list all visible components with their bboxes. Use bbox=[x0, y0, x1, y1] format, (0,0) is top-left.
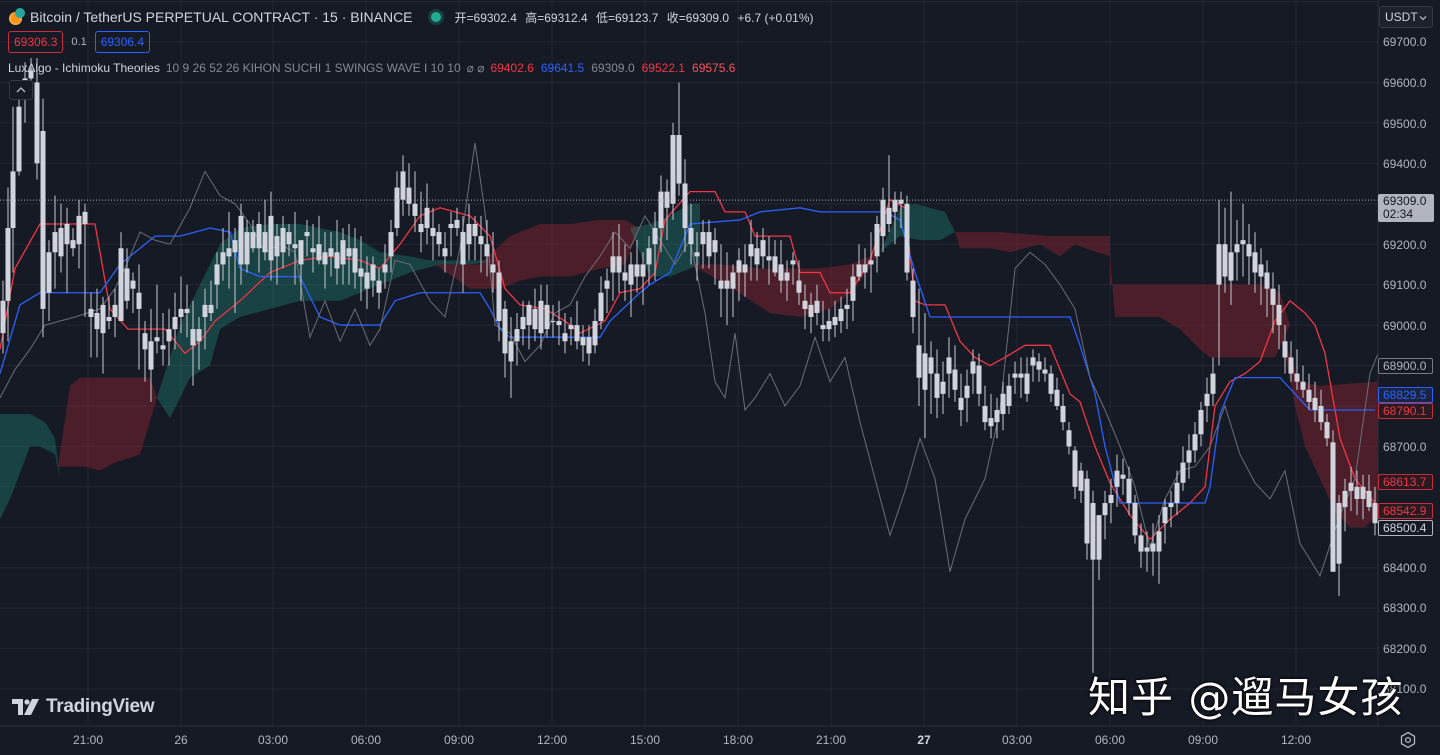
time-axis-label: 09:00 bbox=[1187, 733, 1219, 747]
kumo-cloud bbox=[157, 223, 500, 419]
price-axis-tag: 68542.9 bbox=[1378, 503, 1433, 519]
grid-lines bbox=[0, 0, 1378, 726]
high-value: 高=69312.4 bbox=[525, 10, 588, 25]
currency-selector[interactable]: USDT bbox=[1379, 6, 1433, 28]
symbol-legend: Bitcoin / TetherUS PERPETUAL CONTRACT · … bbox=[8, 6, 819, 28]
sell-bid-button[interactable]: 69306.3 bbox=[8, 31, 64, 53]
tradingview-logo-text: TradingView bbox=[46, 696, 155, 717]
time-axis-label: 21:00 bbox=[72, 733, 104, 747]
buy-ask-button[interactable]: 69306.4 bbox=[94, 31, 151, 53]
kumo-cloud bbox=[955, 232, 1290, 358]
time-axis-label: 03:00 bbox=[1001, 733, 1033, 747]
chart-settings-button[interactable] bbox=[1398, 730, 1418, 750]
price-axis-label: 69600.0 bbox=[1383, 76, 1427, 90]
time-axis-label: 03:00 bbox=[257, 733, 289, 747]
kumo-cloud bbox=[435, 219, 640, 289]
last-price-value: 69309.0 bbox=[1383, 194, 1427, 208]
indicator-params: 10 9 26 52 26 KIHON SUCHI 1 SWINGS WAVE … bbox=[165, 61, 461, 75]
symbol-title[interactable]: Bitcoin / TetherUS PERPETUAL CONTRACT · … bbox=[30, 9, 413, 25]
indicator-value-tenkan: 69402.6 bbox=[490, 61, 534, 75]
time-axis-label: 21:00 bbox=[815, 733, 847, 747]
indicator-na-values: ⌀ ⌀ bbox=[466, 61, 485, 75]
price-axis-label: 68300.0 bbox=[1383, 601, 1427, 615]
price-axis-label: 69100.0 bbox=[1383, 278, 1427, 292]
chevron-up-icon bbox=[16, 84, 26, 96]
time-axis-label: 15:00 bbox=[629, 733, 661, 747]
time-axis-label: 06:00 bbox=[350, 733, 382, 747]
time-axis-label: 06:00 bbox=[1094, 733, 1126, 747]
collapse-legend-button[interactable] bbox=[9, 80, 33, 100]
bid-ask-buttons: 69306.3 0.1 69306.4 bbox=[8, 31, 151, 53]
price-axis-tag: 68900.0 bbox=[1378, 358, 1433, 374]
price-axis-tag: 68613.7 bbox=[1378, 474, 1433, 490]
time-axis-label: 12:00 bbox=[1280, 733, 1312, 747]
btc-usdt-coin-icon bbox=[8, 8, 26, 26]
market-open-status-icon bbox=[430, 12, 441, 22]
tradingview-logo[interactable]: TradingView bbox=[12, 696, 155, 718]
price-axis-tag: 68829.5 bbox=[1378, 387, 1433, 403]
watermark-text: 知乎 @遛马女孩 bbox=[1088, 673, 1404, 722]
close-value: 收=69309.0 bbox=[666, 10, 730, 25]
ichimoku-clouds bbox=[0, 203, 1378, 528]
time-axis-label: 09:00 bbox=[443, 733, 475, 747]
price-axis-label: 69200.0 bbox=[1383, 238, 1427, 252]
price-axis-label: 68200.0 bbox=[1383, 642, 1427, 656]
time-axis[interactable]: 21:00 26 03:00 06:00 09:00 12:00 15:00 18:00 21:… bbox=[0, 726, 1378, 753]
price-axis-label: 68700.0 bbox=[1383, 440, 1427, 454]
change-value: +6.7 (+0.01%) bbox=[737, 10, 814, 25]
spread-value: 0.1 bbox=[71, 36, 87, 48]
price-axis-label: 68400.0 bbox=[1383, 561, 1427, 575]
indicator-value-senkou-b: 69575.6 bbox=[692, 61, 736, 75]
price-axis-label: 69700.0 bbox=[1383, 35, 1427, 49]
ohlc-values: 开=69302.4 高=69312.4 低=69123.7 收=69309.0 … bbox=[455, 9, 819, 26]
low-value: 低=69123.7 bbox=[595, 10, 659, 25]
time-axis-label: 12:00 bbox=[536, 733, 568, 747]
price-axis-tag: 68500.4 bbox=[1378, 520, 1433, 536]
indicator-value-kijun: 69641.5 bbox=[540, 61, 585, 75]
indicator-value-chikou: 69309.0 bbox=[591, 61, 635, 75]
indicator-value-senkou-a: 69522.1 bbox=[641, 61, 686, 75]
currency-label: USDT bbox=[1385, 10, 1418, 24]
price-axis-label: 69500.0 bbox=[1383, 117, 1427, 131]
kumo-cloud bbox=[58, 377, 157, 471]
time-axis-label: 18:00 bbox=[722, 733, 754, 747]
tradingview-logo-icon bbox=[12, 699, 39, 715]
price-axis-tag: 68790.1 bbox=[1378, 403, 1433, 419]
price-axis-label: 69000.0 bbox=[1383, 319, 1427, 333]
tenkan-sen-line bbox=[0, 190, 1376, 541]
bar-countdown: 02:34 bbox=[1383, 207, 1414, 221]
indicator-legend[interactable]: LuxAlgo - Ichimoku Theories 10 9 26 52 2… bbox=[8, 60, 742, 76]
chevron-down-icon bbox=[1419, 10, 1427, 24]
time-axis-label: 27 bbox=[917, 733, 931, 747]
indicator-name[interactable]: LuxAlgo - Ichimoku Theories bbox=[8, 61, 160, 75]
kumo-cloud bbox=[0, 414, 60, 520]
time-axis-label: 26 bbox=[174, 733, 188, 747]
last-price-tag: 69309.0 02:34 bbox=[1378, 194, 1434, 222]
price-axis-label: 69400.0 bbox=[1383, 157, 1427, 171]
open-value: 开=69302.4 bbox=[454, 10, 517, 25]
kumo-cloud bbox=[880, 203, 955, 253]
gear-icon bbox=[1400, 731, 1416, 749]
price-axis-label: 68100.0 bbox=[1383, 682, 1427, 696]
candlesticks bbox=[0, 58, 1378, 673]
